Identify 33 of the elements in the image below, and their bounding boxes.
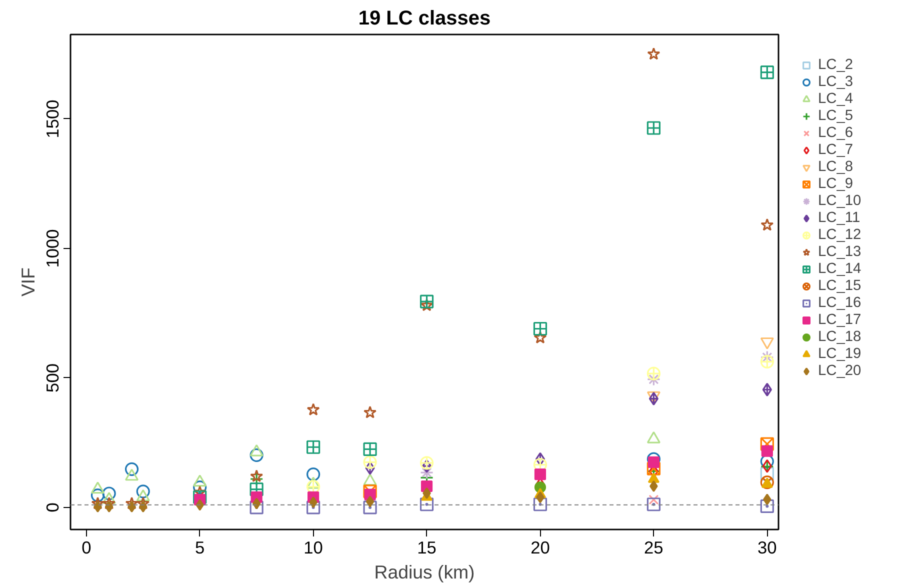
legend-label: LC_17 <box>818 312 862 328</box>
legend-label: LC_16 <box>818 295 862 311</box>
legend-label: LC_3 <box>818 74 854 90</box>
y-tick-label: 1500 <box>42 100 62 138</box>
chart-title: 19 LC classes <box>358 8 491 30</box>
x-tick-label: 10 <box>304 538 323 558</box>
legend-label: LC_6 <box>818 125 854 141</box>
legend-label: LC_2 <box>818 57 854 73</box>
x-axis-title: Radius (km) <box>374 562 475 582</box>
y-tick-label: 500 <box>42 364 62 392</box>
legend-label: LC_5 <box>818 108 854 124</box>
x-tick-label: 15 <box>417 538 436 558</box>
legend-label: LC_19 <box>818 346 862 362</box>
legend-label: LC_14 <box>818 261 862 277</box>
legend-label: LC_9 <box>818 176 854 192</box>
x-tick-label: 0 <box>82 538 92 558</box>
legend-label: LC_4 <box>818 91 854 107</box>
legend-label: LC_8 <box>818 159 854 175</box>
x-tick-label: 30 <box>758 538 777 558</box>
legend-label: LC_15 <box>818 278 862 294</box>
x-tick-label: 5 <box>195 538 205 558</box>
y-tick-label: 1000 <box>42 229 62 268</box>
y-axis-title: VIF <box>18 267 38 297</box>
legend-label: LC_12 <box>818 227 862 243</box>
legend-label: LC_13 <box>818 244 862 260</box>
x-tick-label: 25 <box>644 538 664 558</box>
x-tick-label: 20 <box>530 538 550 558</box>
legend-label: LC_20 <box>818 363 862 379</box>
legend-label: LC_7 <box>818 142 854 158</box>
legend-label: LC_18 <box>818 329 862 345</box>
y-tick-label: 0 <box>42 502 62 512</box>
legend-label: LC_10 <box>818 193 862 209</box>
legend-label: LC_11 <box>818 210 860 226</box>
